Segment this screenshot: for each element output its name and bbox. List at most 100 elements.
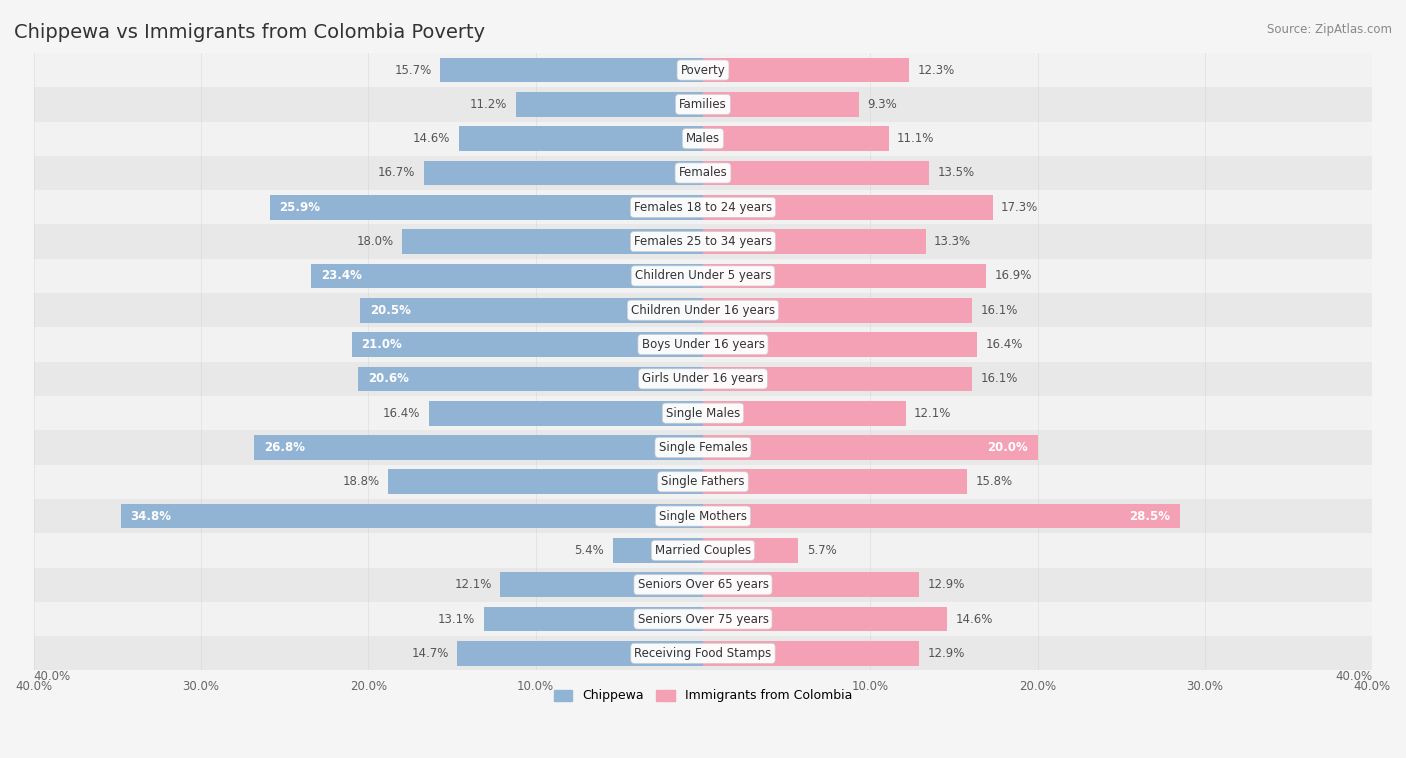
Text: Females: Females (679, 167, 727, 180)
Text: 14.6%: 14.6% (956, 612, 993, 625)
Bar (402, 229, 703, 254)
Bar (703, 92, 859, 117)
Text: 11.1%: 11.1% (897, 132, 935, 146)
Bar (270, 195, 703, 220)
Bar (703, 572, 920, 597)
Bar (34, 156, 1372, 190)
Text: Girls Under 16 years: Girls Under 16 years (643, 372, 763, 385)
Text: 13.3%: 13.3% (934, 235, 972, 248)
Text: Females 25 to 34 years: Females 25 to 34 years (634, 235, 772, 248)
Bar (34, 533, 1372, 568)
Text: Receiving Food Stamps: Receiving Food Stamps (634, 647, 772, 659)
Text: 14.6%: 14.6% (413, 132, 450, 146)
Bar (254, 435, 703, 460)
Text: 18.8%: 18.8% (343, 475, 380, 488)
Text: 21.0%: 21.0% (361, 338, 402, 351)
Text: Single Females: Single Females (658, 441, 748, 454)
Text: 40.0%: 40.0% (34, 671, 70, 684)
Text: 16.1%: 16.1% (981, 372, 1018, 385)
Bar (352, 332, 703, 357)
Bar (484, 606, 703, 631)
Text: 12.9%: 12.9% (928, 578, 965, 591)
Bar (34, 362, 1372, 396)
Bar (359, 367, 703, 391)
Bar (34, 431, 1372, 465)
Bar (703, 229, 925, 254)
Bar (516, 92, 703, 117)
Text: 17.3%: 17.3% (1001, 201, 1038, 214)
Bar (703, 195, 993, 220)
Bar (311, 264, 703, 288)
Text: 12.1%: 12.1% (454, 578, 492, 591)
Bar (34, 636, 1372, 671)
Text: 23.4%: 23.4% (322, 269, 363, 283)
Bar (703, 264, 986, 288)
Bar (34, 568, 1372, 602)
Bar (703, 58, 908, 83)
Text: Males: Males (686, 132, 720, 146)
Text: 25.9%: 25.9% (280, 201, 321, 214)
Bar (703, 504, 1180, 528)
Text: 18.0%: 18.0% (356, 235, 394, 248)
Text: 12.9%: 12.9% (928, 647, 965, 659)
Bar (34, 121, 1372, 156)
Bar (34, 87, 1372, 121)
Bar (34, 258, 1372, 293)
Text: 15.8%: 15.8% (976, 475, 1012, 488)
Text: 34.8%: 34.8% (131, 509, 172, 522)
Text: 20.6%: 20.6% (368, 372, 409, 385)
Text: 12.1%: 12.1% (914, 406, 952, 420)
Text: 9.3%: 9.3% (868, 98, 897, 111)
Legend: Chippewa, Immigrants from Colombia: Chippewa, Immigrants from Colombia (548, 684, 858, 707)
Text: Single Fathers: Single Fathers (661, 475, 745, 488)
Text: Seniors Over 75 years: Seniors Over 75 years (637, 612, 769, 625)
Bar (34, 602, 1372, 636)
Text: Seniors Over 65 years: Seniors Over 65 years (637, 578, 769, 591)
Bar (34, 327, 1372, 362)
Bar (34, 465, 1372, 499)
Bar (423, 161, 703, 186)
Text: 16.4%: 16.4% (382, 406, 420, 420)
Text: Females 18 to 24 years: Females 18 to 24 years (634, 201, 772, 214)
Bar (429, 401, 703, 425)
Text: Chippewa vs Immigrants from Colombia Poverty: Chippewa vs Immigrants from Colombia Pov… (14, 23, 485, 42)
Text: 40.0%: 40.0% (1336, 671, 1372, 684)
Bar (703, 161, 929, 186)
Text: 14.7%: 14.7% (411, 647, 449, 659)
Text: 20.5%: 20.5% (370, 304, 411, 317)
Bar (440, 58, 703, 83)
Text: 28.5%: 28.5% (1129, 509, 1170, 522)
Text: Boys Under 16 years: Boys Under 16 years (641, 338, 765, 351)
Text: Poverty: Poverty (681, 64, 725, 77)
Text: 20.0%: 20.0% (987, 441, 1028, 454)
Text: 16.9%: 16.9% (994, 269, 1032, 283)
Bar (703, 641, 920, 666)
Bar (34, 293, 1372, 327)
Text: Single Mothers: Single Mothers (659, 509, 747, 522)
Bar (703, 401, 905, 425)
Bar (703, 298, 973, 323)
Bar (703, 606, 948, 631)
Text: Children Under 5 years: Children Under 5 years (634, 269, 772, 283)
Bar (34, 190, 1372, 224)
Text: 12.3%: 12.3% (917, 64, 955, 77)
Bar (457, 641, 703, 666)
Text: Single Males: Single Males (666, 406, 740, 420)
Text: 11.2%: 11.2% (470, 98, 508, 111)
Text: 5.7%: 5.7% (807, 544, 837, 557)
Bar (501, 572, 703, 597)
Bar (703, 127, 889, 151)
Bar (703, 469, 967, 494)
Bar (703, 435, 1038, 460)
Text: Source: ZipAtlas.com: Source: ZipAtlas.com (1267, 23, 1392, 36)
Text: 16.7%: 16.7% (378, 167, 415, 180)
Bar (458, 127, 703, 151)
Text: Married Couples: Married Couples (655, 544, 751, 557)
Text: 13.1%: 13.1% (439, 612, 475, 625)
Text: 16.1%: 16.1% (981, 304, 1018, 317)
Text: 16.4%: 16.4% (986, 338, 1024, 351)
Bar (34, 499, 1372, 533)
Text: 15.7%: 15.7% (395, 64, 432, 77)
Text: 26.8%: 26.8% (264, 441, 305, 454)
Bar (703, 367, 973, 391)
